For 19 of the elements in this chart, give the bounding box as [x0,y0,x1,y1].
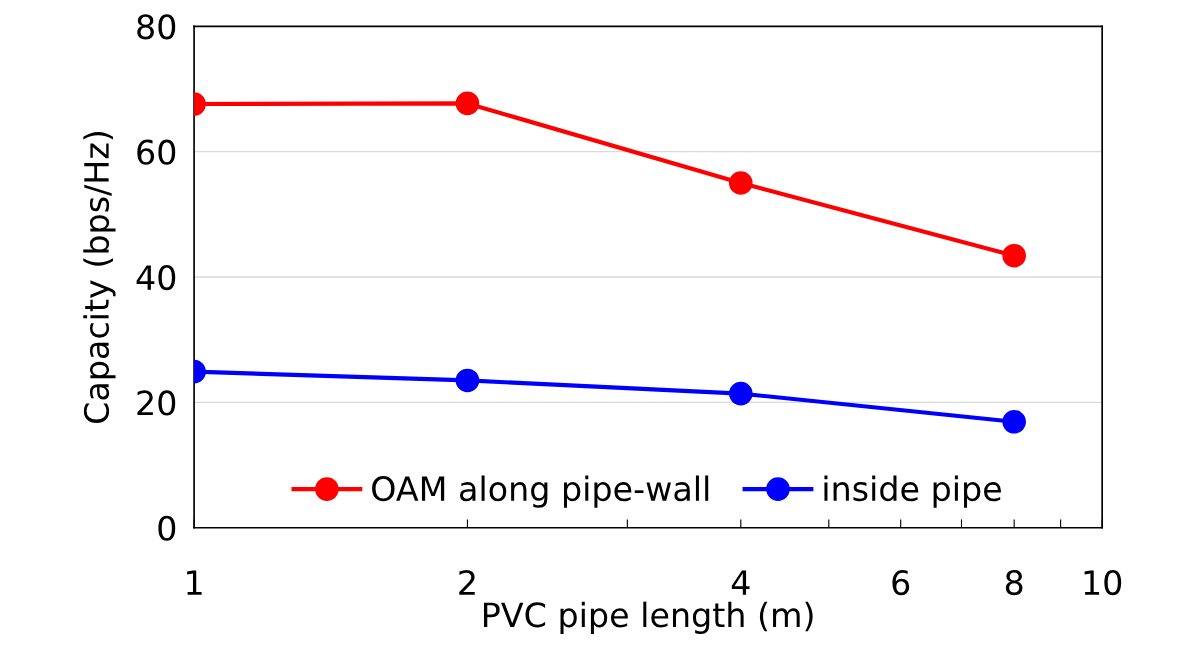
point [1002,243,1026,268]
x-axis-title: PVC pipe length (m) [484,601,813,634]
point [728,381,753,406]
y-axis-title: Capacity (bps/Hz) [83,132,116,424]
x-tick-label: 6 [892,569,910,596]
x-tick-label: 2 [459,569,475,595]
x-tick-label: 4 [731,570,750,595]
y-tick-label: 80 [137,14,176,40]
point [728,171,753,195]
y-tick-label: 0 [158,515,176,541]
legend-label: OAM along pipe-wall [372,475,709,508]
y-tick-label: 20 [137,390,176,416]
x-tick-label: 10 [1084,569,1122,596]
x-tick-label: 8 [1005,569,1023,596]
y-tick-label: 60 [137,139,176,165]
y-tick-label: 40 [136,264,176,291]
legend-label: inside pipe [824,475,1001,508]
x-tick-label: 1 [187,570,202,595]
point [1002,409,1026,434]
